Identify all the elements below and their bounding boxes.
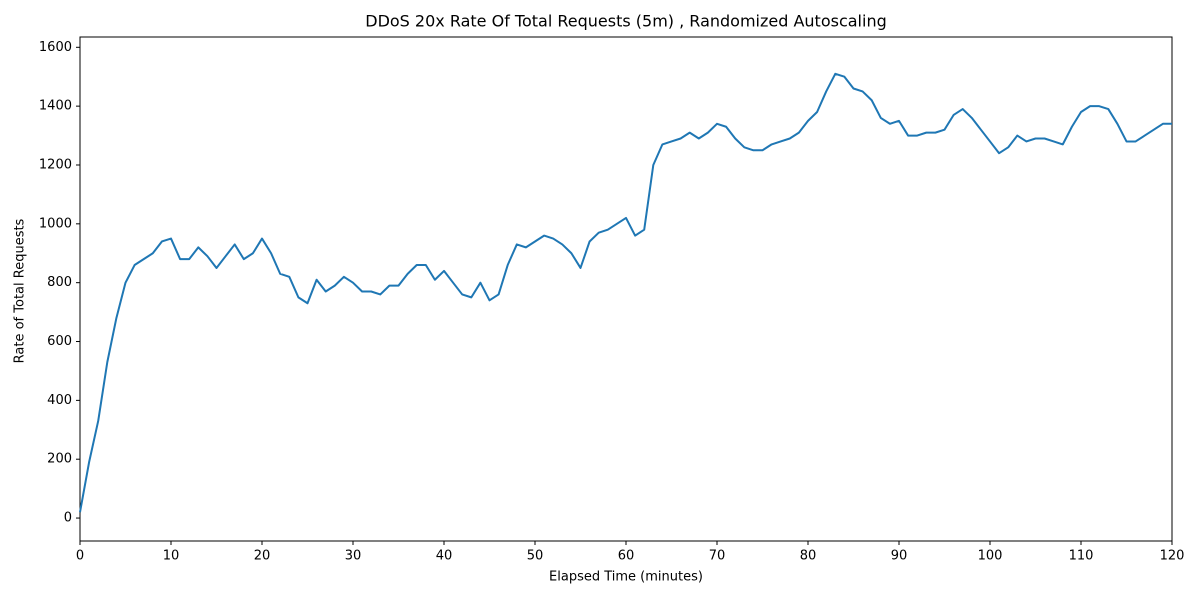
x-axis-label: Elapsed Time (minutes): [549, 570, 703, 585]
x-tick-label: 120: [1160, 549, 1185, 564]
x-tick-label: 30: [345, 549, 362, 564]
y-tick-label: 800: [47, 275, 72, 290]
y-tick-label: 1400: [39, 99, 72, 114]
y-tick-label: 0: [64, 511, 72, 526]
y-tick-label: 1600: [39, 40, 72, 55]
x-tick-label: 0: [76, 549, 84, 564]
x-tick-label: 40: [436, 549, 453, 564]
x-tick-label: 60: [618, 549, 635, 564]
x-tick-label: 10: [163, 549, 180, 564]
x-tick-label: 90: [891, 549, 908, 564]
chart-title: DDoS 20x Rate Of Total Requests (5m) , R…: [365, 12, 887, 31]
y-axis-label: Rate of Total Requests: [13, 218, 28, 363]
x-tick-label: 70: [709, 549, 726, 564]
plot-frame: [79, 36, 1173, 542]
data-line: [79, 72, 1172, 513]
y-tick-label: 1000: [39, 216, 72, 231]
x-tick-label: 20: [254, 549, 271, 564]
y-tick-label: 400: [47, 393, 72, 408]
x-tick-label: 100: [978, 549, 1003, 564]
x-tick-label: 110: [1069, 549, 1094, 564]
x-tick-label: 80: [800, 549, 817, 564]
y-tick-label: 200: [47, 452, 72, 467]
y-tick-label: 1200: [39, 157, 72, 172]
x-tick-label: 50: [527, 549, 544, 564]
y-tick-label: 600: [47, 334, 72, 349]
